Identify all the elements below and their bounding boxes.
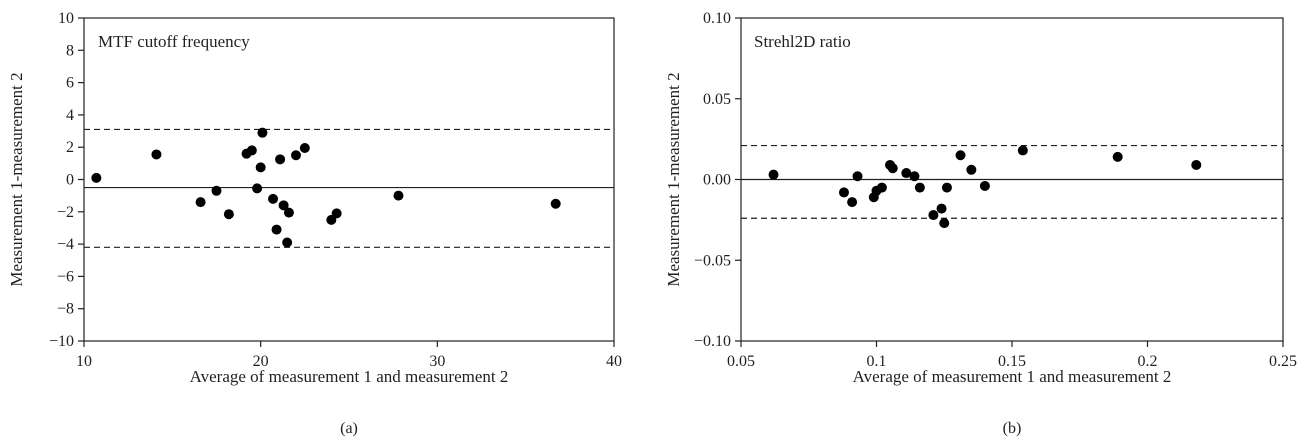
panel-a-y-tick-label: 6 — [66, 75, 74, 92]
panel-b-data-point — [928, 210, 939, 221]
panel-a-data-point — [223, 209, 234, 220]
panel-b-strehl-ratio: Strehl2D ratio Average of measurement 1 … — [664, 10, 1297, 437]
panel-b-data-point — [1112, 151, 1123, 162]
panel-b-x-tick-label: 0.25 — [1269, 353, 1297, 370]
panel-a-x-tick-label: 30 — [429, 353, 445, 370]
panel-a-y-tick-label: −8 — [57, 301, 74, 318]
panel-a-y-tick-label: 4 — [66, 107, 74, 124]
panel-b-x-tick-label: 0.1 — [867, 353, 887, 370]
panel-a-x-tick-label: 20 — [253, 353, 269, 370]
panel-b-data-point — [847, 197, 858, 208]
panel-b-data-point — [768, 169, 779, 180]
panel-b-caption: (b) — [1003, 420, 1022, 437]
panel-a-data-point — [393, 190, 404, 201]
panel-a-data-point — [275, 154, 286, 165]
panel-b-data-point — [876, 182, 887, 193]
panel-b-data-point — [1017, 145, 1028, 156]
panel-a-x-tick-label: 10 — [76, 353, 92, 370]
panel-b-data-point — [1191, 159, 1202, 170]
panel-a-data-point — [246, 145, 257, 156]
panel-a-data-point — [299, 143, 310, 154]
panel-b-data-point — [979, 180, 990, 191]
panel-a-plot-frame — [83, 17, 615, 342]
panel-b-data-point — [909, 171, 920, 182]
panel-b-data-point — [914, 182, 925, 193]
panel-b-data-point — [939, 218, 950, 229]
panel-b-data-point — [966, 164, 977, 175]
panel-b-data-point — [887, 163, 898, 174]
panel-a-y-tick-label: −2 — [57, 204, 74, 221]
panel-a-data-point — [291, 150, 301, 161]
panel-b-x-tick-label: 0.15 — [998, 353, 1026, 370]
panel-a-mtf-cutoff: MTF cutoff frequency Average of measurem… — [7, 10, 622, 437]
panel-a-data-point — [282, 237, 293, 248]
panel-a-y-tick-label: −10 — [49, 333, 74, 350]
panel-a-y-tick-label: 0 — [66, 172, 74, 189]
panel-a-data-point — [271, 224, 282, 235]
panel-a-data-point — [91, 172, 102, 183]
panel-a-y-tick-label: 2 — [66, 139, 74, 156]
panel-a-data-point — [257, 127, 268, 138]
panel-a-y-tick-label: −6 — [57, 268, 74, 285]
panel-b-data-point — [838, 187, 849, 198]
panel-a-y-axis-title: Measurement 1-measurement 2 — [7, 72, 26, 286]
panel-b-data-point — [901, 168, 912, 179]
panel-a-data-point — [268, 193, 279, 204]
panel-b-y-tick-label: 0.05 — [703, 91, 731, 108]
panel-b-y-axis-title: Measurement 1-measurement 2 — [664, 72, 683, 286]
panel-a-data-point — [151, 149, 162, 160]
panel-a-data-point — [211, 185, 222, 196]
panel-b-x-axis-title: Average of measurement 1 and measurement… — [853, 367, 1172, 386]
panel-a-title: MTF cutoff frequency — [98, 32, 250, 51]
panel-b-data-point — [941, 182, 952, 193]
panel-b-x-tick-label: 0.2 — [1138, 353, 1158, 370]
panel-b-data-point — [955, 150, 966, 161]
panel-a-x-axis-title: Average of measurement 1 and measurement… — [190, 367, 509, 386]
panel-a-data-point — [252, 183, 263, 194]
panel-b-y-tick-label: −0.10 — [694, 333, 731, 350]
panel-a-caption: (a) — [340, 420, 358, 437]
panel-b-y-tick-label: −0.05 — [694, 252, 731, 269]
panel-b-data-point — [936, 203, 947, 214]
panel-a-data-point — [255, 162, 266, 173]
panel-b-data-point — [852, 171, 863, 182]
panel-b-title: Strehl2D ratio — [754, 32, 851, 51]
panel-a-x-tick-label: 40 — [606, 353, 622, 370]
panel-a-data-point — [283, 207, 294, 218]
panel-a-data-point — [550, 198, 561, 209]
panel-a-data-point — [331, 208, 342, 219]
panel-b-y-tick-label: 0.10 — [703, 10, 731, 27]
panel-a-data-point — [278, 200, 289, 211]
panel-a-y-tick-label: 10 — [58, 10, 74, 27]
panel-b-x-tick-label: 0.05 — [727, 353, 755, 370]
panel-b-y-tick-label: 0.00 — [703, 172, 731, 189]
panel-a-y-tick-label: 8 — [66, 42, 74, 59]
panel-a-data-point — [195, 197, 206, 208]
panel-a-y-tick-label: −4 — [57, 236, 74, 253]
